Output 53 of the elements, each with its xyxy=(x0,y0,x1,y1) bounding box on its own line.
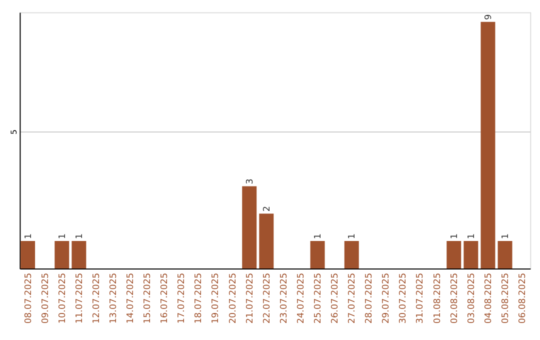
data-label: 1 xyxy=(74,233,85,240)
bar xyxy=(54,241,70,268)
x-tick-label: 22.07.2025 xyxy=(262,272,272,324)
data-label: 1 xyxy=(500,233,511,240)
x-tick-label: 18.07.2025 xyxy=(194,272,204,324)
data-label: 3 xyxy=(245,178,256,184)
x-tick-label: 23.07.2025 xyxy=(279,272,290,324)
x-tick-label: 30.07.2025 xyxy=(398,272,409,324)
x-tick-label: 14.07.2025 xyxy=(126,272,136,324)
x-tick-label: 06.08.2025 xyxy=(518,272,528,324)
bar xyxy=(20,241,36,268)
x-tick-label: 15.07.2025 xyxy=(143,272,154,324)
data-label: 1 xyxy=(450,233,460,240)
y-tick-label: 5 xyxy=(9,129,18,134)
x-tick-label: 24.07.2025 xyxy=(296,272,306,324)
data-label: 1 xyxy=(348,233,358,240)
data-label: 1 xyxy=(466,233,477,240)
x-tick-label: 26.07.2025 xyxy=(330,272,341,324)
bar xyxy=(72,241,86,268)
x-tick-label: 31.07.2025 xyxy=(416,272,426,324)
x-tick-label: 02.08.2025 xyxy=(450,272,460,324)
x-tick-label: 08.07.2025 xyxy=(24,272,34,324)
x-tick-label: 21.07.2025 xyxy=(245,272,256,324)
x-tick-label: 05.08.2025 xyxy=(500,272,511,324)
data-label: 1 xyxy=(58,233,68,240)
x-tick-label: 28.07.2025 xyxy=(364,272,375,324)
bar xyxy=(498,241,512,268)
x-tick-label: 19.07.2025 xyxy=(211,272,222,324)
data-label: 1 xyxy=(24,233,34,240)
data-label: 9 xyxy=(484,14,494,20)
data-label: 1 xyxy=(313,233,324,240)
x-tick-label: 20.07.2025 xyxy=(228,272,238,324)
x-tick-label: 13.07.2025 xyxy=(108,272,119,324)
x-tick-label: 10.07.2025 xyxy=(58,272,68,324)
x-tick-label: 01.08.2025 xyxy=(432,272,443,324)
x-tick-label: 29.07.2025 xyxy=(382,272,392,324)
x-tick-label: 12.07.2025 xyxy=(92,272,102,324)
bar xyxy=(259,214,274,268)
x-tick-label: 03.08.2025 xyxy=(466,272,477,324)
data-label: 2 xyxy=(262,206,272,212)
bar xyxy=(310,241,325,268)
x-tick-label: 25.07.2025 xyxy=(313,272,324,324)
bar xyxy=(464,241,478,268)
x-tick-label: 16.07.2025 xyxy=(160,272,170,324)
x-tick-label: 11.07.2025 xyxy=(74,272,85,324)
bar xyxy=(242,186,257,268)
x-tick-label: 04.08.2025 xyxy=(484,272,494,324)
bar xyxy=(446,241,462,268)
x-tick-label: 09.07.2025 xyxy=(40,272,51,324)
bar xyxy=(344,241,359,268)
x-tick-label: 17.07.2025 xyxy=(177,272,188,324)
x-tick-label: 27.07.2025 xyxy=(348,272,358,324)
bar xyxy=(480,22,496,268)
